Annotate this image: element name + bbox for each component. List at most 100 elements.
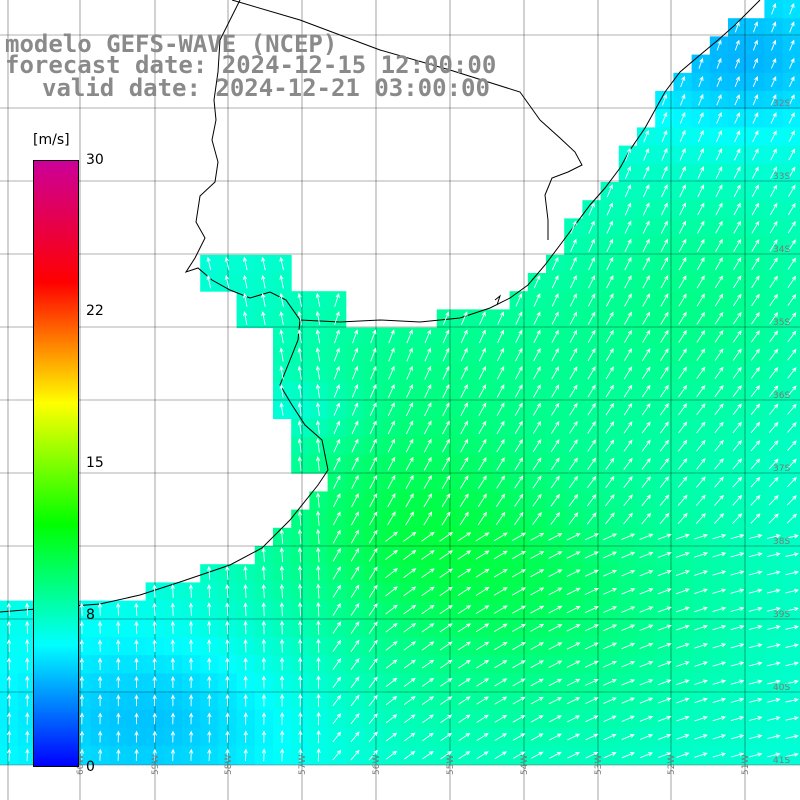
wind-arrow [134, 694, 139, 707]
wind-arrow [639, 733, 654, 740]
wind-arrow [752, 21, 758, 33]
wind-arrow [732, 311, 742, 325]
wind-arrow [769, 275, 778, 289]
wind-arrow [566, 660, 581, 668]
wind-arrow [785, 661, 800, 667]
wind-arrow [748, 716, 763, 721]
wind-arrow [385, 586, 398, 597]
wind-arrow [732, 366, 742, 379]
wind-arrow [570, 256, 577, 271]
colorbar-tick-8: 8 [86, 607, 95, 623]
wind-arrow [385, 677, 398, 687]
wind-arrow [279, 583, 285, 599]
wind-arrow [476, 733, 489, 741]
wind-arrow [730, 624, 745, 631]
wind-arrow [514, 402, 523, 416]
wind-arrow [624, 166, 632, 179]
wind-arrow [476, 751, 489, 760]
wind-arrow [515, 347, 523, 362]
wind-arrow [714, 421, 724, 434]
wind-arrow [369, 383, 377, 398]
wind-arrow [730, 570, 745, 576]
wind-arrow [494, 678, 508, 687]
wind-arrow [458, 696, 471, 705]
wind-arrow [641, 403, 651, 416]
wind-arrow [768, 403, 779, 415]
wind-arrow [550, 512, 561, 525]
wind-arrow [188, 712, 194, 725]
wind-arrow [6, 712, 12, 725]
wind-arrow [767, 588, 781, 594]
wind-arrow [679, 202, 686, 216]
wind-arrow [424, 329, 432, 344]
wind-arrow [603, 533, 618, 541]
wind-arrow [422, 751, 434, 760]
wind-arrow [605, 439, 615, 452]
lon-label: 60W [76, 755, 86, 775]
wind-arrow [585, 697, 599, 705]
wind-arrow [679, 111, 686, 124]
wind-arrow [679, 129, 686, 143]
wind-arrow [511, 569, 527, 578]
wind-arrow [750, 366, 761, 379]
wind-arrow [530, 733, 544, 741]
wind-arrow [457, 550, 472, 560]
wind-arrow [478, 402, 487, 416]
wind-arrow [530, 532, 545, 541]
lat-label: 36S [773, 391, 790, 401]
wind-arrow [770, 166, 777, 179]
wind-arrow [206, 584, 212, 598]
wind-arrow [439, 659, 453, 669]
wind-arrow [387, 456, 396, 471]
wind-arrow [494, 641, 508, 651]
wind-arrow [585, 715, 599, 723]
wind-arrow [603, 752, 617, 759]
wind-arrow [697, 238, 705, 252]
wind-arrow [97, 694, 103, 707]
wind-arrow [548, 551, 563, 559]
wind-arrow [79, 730, 85, 743]
wind-arrow [116, 602, 121, 616]
wind-arrow [694, 661, 708, 667]
wind-arrow [25, 639, 30, 653]
wind-arrow [478, 438, 487, 453]
wind-arrow [767, 679, 781, 685]
wind-arrow [533, 329, 541, 344]
wind-arrow [369, 438, 377, 453]
wind-arrow [442, 402, 450, 417]
wind-arrow [587, 293, 596, 307]
wind-arrow [243, 311, 248, 325]
wind-arrow [697, 148, 704, 161]
lon-label: 51W [741, 755, 751, 775]
wind-arrow [657, 715, 672, 722]
wind-arrow [369, 493, 378, 508]
wind-arrow [475, 550, 490, 560]
wind-arrow [170, 657, 176, 671]
wind-arrow [660, 202, 668, 216]
wind-arrow [785, 570, 800, 576]
wind-arrow [730, 716, 745, 722]
wind-arrow [298, 656, 303, 671]
wind-arrow [694, 715, 708, 722]
wind-arrow [569, 347, 578, 362]
wind-arrow [733, 275, 742, 289]
wind-arrow [533, 366, 541, 380]
wind-arrow [441, 474, 451, 489]
wind-arrow [134, 620, 139, 634]
wind-arrow [332, 694, 342, 707]
wind-arrow [496, 384, 505, 398]
wind-arrow [116, 712, 121, 725]
wind-arrow [439, 678, 453, 687]
wind-arrow [116, 675, 121, 688]
wind-arrow [621, 569, 636, 577]
wind-arrow [566, 551, 581, 559]
wind-arrow [279, 565, 284, 581]
wind-arrow [459, 511, 469, 526]
lat-label: 33S [773, 172, 790, 182]
wind-arrow [657, 533, 672, 540]
wind-arrow [642, 256, 650, 271]
wind-arrow [548, 533, 563, 541]
wind-arrow [751, 220, 760, 234]
wind-arrow [351, 511, 359, 526]
wind-arrow [532, 438, 542, 453]
